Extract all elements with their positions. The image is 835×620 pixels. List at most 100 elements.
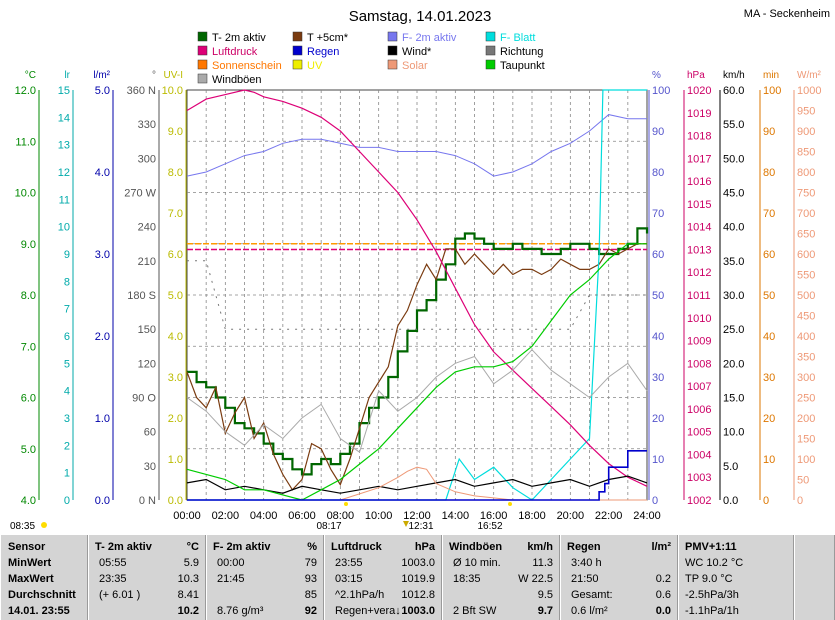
axis-unit-press: hPa (687, 70, 705, 81)
axis-tick-hum-6: 40 (652, 331, 664, 343)
legend-swatch-5 (292, 45, 303, 56)
axis-tick-solar-7: 650 (797, 229, 815, 241)
legend-label-1: T +5cm* (307, 32, 349, 44)
axis-tick-wind-1: 55.0 (723, 119, 744, 131)
legend-label-7: Richtung (500, 46, 543, 58)
stats-label-current: 14.01. 23:55 (8, 605, 70, 617)
legend-label-12: Windböen (212, 74, 262, 86)
stats-gust-row3-value: 9.7 (537, 605, 553, 617)
axis-tick-press-0: 1020 (687, 85, 711, 97)
stats-humidity-row3-label: 8.76 g/m³ (217, 605, 264, 617)
stats-rain-row3-label: 0.6 l/m² (571, 605, 608, 617)
time-axis: 00:00 02:00 04:00 06:00 08:00 10:00 12:00 14:00… (10, 502, 661, 532)
axis-unit-solar: W/m² (797, 70, 822, 81)
stats-gust-row2-value: 9.5 (537, 589, 553, 601)
stats-rain-column: Regen l/m² 3:40 h 21:50 0.2 Gesamt: 0.6 0.6 l/m… (560, 535, 678, 620)
axis-tick-solar-1: 950 (797, 106, 815, 118)
axis-tick-press-5: 1015 (687, 199, 711, 211)
series-line-9 (187, 260, 647, 330)
stats-rain-row2-value: 0.6 (655, 589, 671, 601)
axis-tick-solar-2: 900 (797, 126, 815, 138)
sunrise2-label: 08:17 (316, 521, 341, 532)
axis-tick-lr-8: 7 (64, 304, 70, 316)
stats-pressure-column: Luftdruck hPa 23:55 1003.0 03:15 1019.9 ^2.1hP… (324, 535, 442, 620)
legend-swatch-8 (197, 59, 208, 70)
time-tick-1: 02:00 (212, 510, 240, 522)
axis-tick-min-6: 40 (763, 331, 775, 343)
axis-unit-temp: °C (25, 70, 36, 81)
axis-tick-uv-5: 5.0 (168, 290, 183, 302)
sunrise-label: 08:35 (10, 521, 35, 532)
axis-tick-uv-6: 4.0 (168, 331, 183, 343)
sun-icon (344, 502, 348, 506)
legend-label-0: T- 2m aktiv (212, 32, 266, 44)
axis-tick-hum-2: 80 (652, 167, 664, 179)
axis-tick-press-9: 1011 (687, 290, 711, 302)
stats-humidity-row3-value: 92 (304, 605, 317, 617)
legend-swatch-0 (197, 31, 208, 42)
axis-tick-temp-8: 4.0 (21, 495, 36, 507)
axis-tick-temp-7: 5.0 (21, 444, 36, 456)
time-tick-3: 06:00 (288, 510, 316, 522)
legend-swatch-7 (485, 45, 496, 56)
axis-tick-temp-4: 8.0 (21, 290, 36, 302)
stats-humidity-row1-label: 21:45 (217, 573, 245, 585)
axis-tick-solar-10: 500 (797, 290, 815, 302)
stats-temp-row0-label: 05:55 (99, 557, 127, 569)
legend-swatch-4 (197, 45, 208, 56)
time-tick-6: 12:00 (403, 510, 431, 522)
time-tick-7: 14:00 (442, 510, 470, 522)
axis-tick-solar-5: 750 (797, 188, 815, 200)
stats-temp-row0-value: 5.9 (183, 557, 199, 569)
stats-gust-row1-value: W 22.5 (518, 573, 553, 585)
legend-swatch-3 (485, 31, 496, 42)
axis-tick-uv-8: 2.0 (168, 413, 183, 425)
axis-tick-rain-0: 5.0 (95, 85, 110, 97)
axis-tick-min-7: 30 (763, 372, 775, 384)
stats-gust-row0-value: 11.3 (532, 557, 553, 569)
stats-gust-column: Windböen km/h Ø 10 min. 11.3 18:35 W 22.5 9.5 2… (442, 535, 560, 620)
axis-tick-uv-3: 7.0 (168, 208, 183, 220)
stats-pressure-row3-label: Regen+vera↓ (335, 605, 401, 617)
legend-swatch-1 (292, 31, 303, 42)
stats-temp-row3-value: 10.2 (177, 605, 199, 617)
axis-tick-solar-3: 850 (797, 147, 815, 159)
axis-tick-solar-19: 50 (797, 475, 809, 487)
axis-tick-press-15: 1005 (687, 427, 711, 439)
axis-tick-dir-5: 210 (138, 256, 156, 268)
axis-tick-temp-5: 7.0 (21, 341, 36, 353)
axis-labels: °C12.011.010.09.08.07.06.05.04.0lr151413… (15, 70, 822, 507)
stats-pressure-row2-value: 1012.8 (401, 589, 435, 601)
stats-pmv-column: PMV+1:11 WC 10.2 °C TP 9.0 °C -2.5hPa/3h… (678, 535, 794, 620)
stats-temp-row1-label: 23:35 (99, 573, 127, 585)
stats-pmv-1h: -1.1hPa/1h (685, 605, 739, 617)
axis-unit-wind: km/h (723, 70, 745, 81)
stats-gust-header: Windböen (449, 541, 503, 553)
axis-tick-hum-7: 30 (652, 372, 664, 384)
axis-tick-dir-10: 60 (144, 427, 156, 439)
axis-tick-hum-1: 90 (652, 126, 664, 138)
axis-tick-lr-1: 14 (58, 112, 70, 124)
axis-tick-wind-12: 0.0 (723, 495, 738, 507)
legend-label-4: Luftdruck (212, 46, 258, 58)
axis-tick-solar-11: 450 (797, 311, 815, 323)
stats-humidity-header: F- 2m aktiv (213, 541, 271, 553)
stats-humidity-row2-value: 85 (304, 589, 317, 601)
axis-tick-lr-11: 4 (64, 386, 70, 398)
axis-tick-uv-10: 0.0 (168, 495, 183, 507)
axis-tick-lr-4: 11 (59, 194, 70, 206)
axis-tick-rain-4: 1.0 (95, 413, 110, 425)
axis-tick-press-14: 1006 (687, 404, 711, 416)
stats-header-sensor: Sensor (8, 541, 46, 553)
axis-tick-press-11: 1009 (687, 336, 711, 348)
axis-tick-lr-12: 3 (64, 413, 70, 425)
axis-tick-min-10: 0 (763, 495, 769, 507)
stats-gust-row3-label: 2 Bft SW (453, 605, 497, 617)
legend-label-3: F- Blatt (500, 32, 535, 44)
axis-tick-hum-0: 100 (652, 85, 670, 97)
stats-label-min: MinWert (8, 557, 52, 569)
axis-tick-wind-6: 30.0 (723, 290, 744, 302)
axis-tick-lr-3: 12 (58, 167, 70, 179)
station-label: MA - Seckenheim (744, 8, 830, 20)
legend-label-8: Sonnenschein (212, 60, 282, 72)
